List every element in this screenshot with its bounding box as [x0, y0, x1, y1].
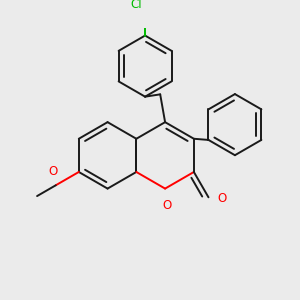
Text: Cl: Cl	[130, 0, 142, 11]
Text: O: O	[48, 165, 57, 178]
Text: O: O	[163, 199, 172, 212]
Text: O: O	[218, 192, 227, 205]
